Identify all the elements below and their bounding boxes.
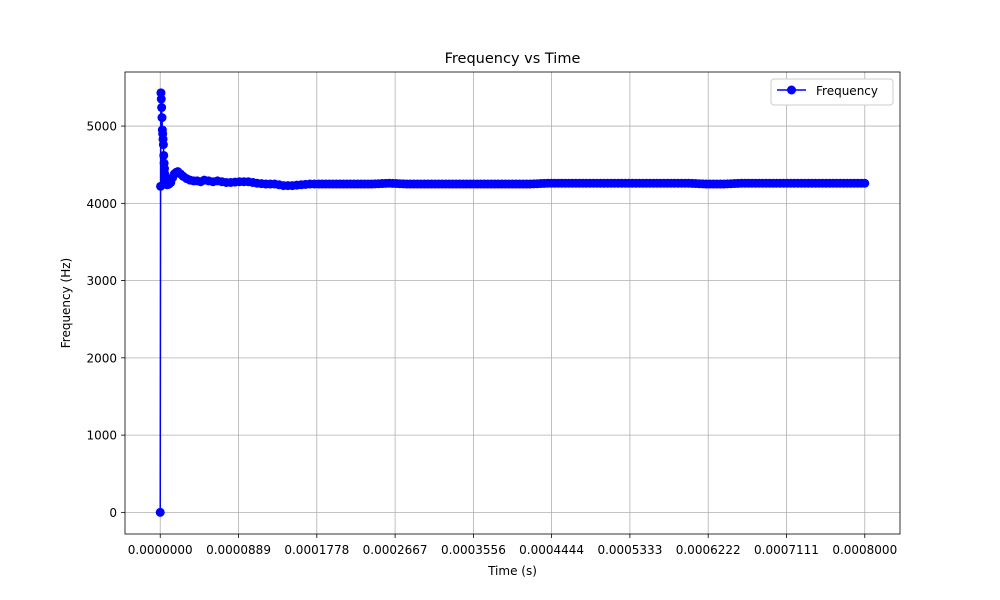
data-point bbox=[257, 179, 267, 189]
x-tick-label: 0.0007111 bbox=[754, 543, 819, 557]
series-markers-frequency bbox=[155, 88, 870, 517]
data-point bbox=[156, 94, 166, 104]
data-point bbox=[522, 179, 532, 189]
x-tick-label: 0.0000889 bbox=[206, 543, 271, 557]
data-point bbox=[751, 178, 761, 188]
data-point bbox=[158, 140, 168, 150]
data-point bbox=[416, 179, 426, 189]
data-point bbox=[698, 179, 708, 189]
data-point bbox=[398, 179, 408, 189]
data-point bbox=[610, 178, 620, 188]
y-tick-label: 1000 bbox=[86, 429, 117, 443]
x-tick-label: 0.0006222 bbox=[676, 543, 741, 557]
plot-frame bbox=[124, 71, 901, 535]
data-point bbox=[557, 178, 567, 188]
series-layer bbox=[155, 88, 870, 517]
data-point bbox=[680, 178, 690, 188]
x-tick-label: 0.0001778 bbox=[284, 543, 349, 557]
data-point bbox=[856, 178, 866, 188]
data-point bbox=[803, 178, 813, 188]
data-point bbox=[157, 113, 167, 123]
data-point bbox=[821, 178, 831, 188]
data-point bbox=[283, 181, 293, 191]
data-point bbox=[768, 178, 778, 188]
data-point bbox=[434, 179, 444, 189]
data-point bbox=[363, 179, 373, 189]
data-point bbox=[345, 179, 355, 189]
data-point bbox=[292, 180, 302, 190]
legend: Frequency bbox=[770, 78, 894, 106]
data-point bbox=[539, 178, 549, 188]
data-point bbox=[663, 178, 672, 188]
data-point bbox=[504, 179, 514, 189]
x-tick-label: 0.0004444 bbox=[519, 543, 584, 557]
data-point bbox=[786, 178, 796, 188]
data-point bbox=[239, 177, 249, 187]
data-point bbox=[157, 103, 167, 113]
y-axis-label: Frequency (Hz) bbox=[59, 258, 73, 349]
x-axis-label: Time (s) bbox=[487, 564, 537, 578]
data-point bbox=[230, 177, 240, 187]
data-point bbox=[265, 179, 275, 189]
data-point bbox=[451, 179, 461, 189]
data-point bbox=[733, 178, 743, 188]
data-point bbox=[469, 179, 479, 189]
data-point bbox=[248, 177, 258, 187]
legend-box bbox=[770, 78, 894, 106]
data-point bbox=[159, 150, 169, 160]
grid bbox=[125, 72, 900, 534]
x-tick-label: 0.0002667 bbox=[363, 543, 428, 557]
y-tick-label: 2000 bbox=[86, 351, 117, 365]
y-tick-label: 4000 bbox=[86, 197, 117, 211]
chart-title: Frequency vs Time bbox=[445, 51, 581, 67]
legend-label-frequency: Frequency bbox=[816, 84, 878, 98]
data-point bbox=[715, 179, 725, 189]
data-point bbox=[274, 180, 284, 190]
y-tick-label: 3000 bbox=[86, 274, 117, 288]
data-point bbox=[486, 179, 496, 189]
data-point bbox=[645, 178, 655, 188]
ticks: 0.0000000 0.0000889 0.0001778 0.0002667 0.00… bbox=[86, 120, 897, 557]
x-tick-label: 0.0005333 bbox=[597, 543, 662, 557]
data-point bbox=[309, 179, 319, 189]
data-point bbox=[627, 178, 637, 188]
data-point bbox=[328, 179, 338, 189]
y-tick-label: 5000 bbox=[86, 120, 117, 134]
legend-marker-sample bbox=[787, 85, 796, 95]
y-tick-label: 0 bbox=[109, 506, 117, 520]
data-point bbox=[301, 179, 311, 189]
data-point bbox=[592, 178, 602, 188]
data-point bbox=[155, 507, 165, 517]
x-tick-label: 0.0000000 bbox=[128, 543, 193, 557]
x-tick-label: 0.0008000 bbox=[832, 543, 897, 557]
data-point bbox=[381, 178, 391, 188]
x-tick-label: 0.0003556 bbox=[441, 543, 506, 557]
data-point bbox=[839, 178, 849, 188]
data-point bbox=[574, 178, 584, 188]
